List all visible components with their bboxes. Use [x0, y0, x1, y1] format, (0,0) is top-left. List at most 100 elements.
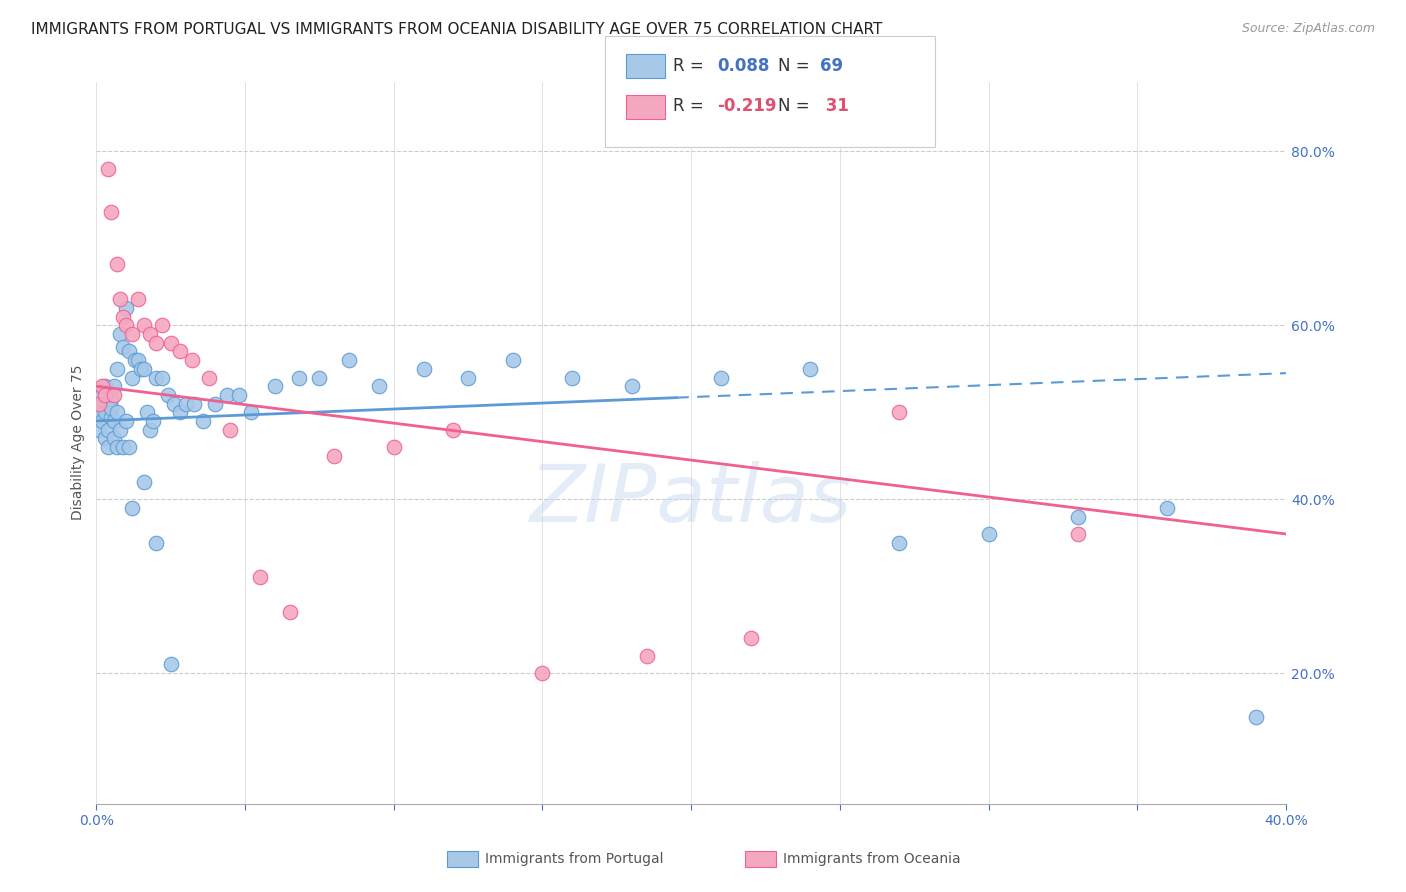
Point: [89, 423, 111, 437]
Point: [263, 379, 285, 393]
Point: [115, 414, 138, 428]
Point: [94, 379, 117, 393]
Point: [127, 353, 149, 368]
Text: ZIPatlas: ZIPatlas: [530, 461, 852, 540]
Point: [249, 570, 271, 584]
Point: [105, 405, 128, 419]
Text: 69: 69: [820, 57, 842, 75]
Point: [204, 396, 226, 410]
Point: [145, 335, 167, 350]
Text: R =: R =: [673, 97, 710, 115]
Point: [561, 370, 583, 384]
Point: [740, 632, 762, 646]
Point: [112, 440, 135, 454]
Point: [278, 605, 301, 619]
Point: [94, 431, 117, 445]
Point: [100, 205, 122, 219]
Point: [145, 370, 167, 384]
Point: [145, 535, 167, 549]
Point: [531, 666, 554, 681]
Point: [412, 361, 434, 376]
Point: [132, 475, 155, 489]
Text: N =: N =: [778, 57, 814, 75]
Point: [889, 405, 911, 419]
Point: [105, 361, 128, 376]
Point: [105, 440, 128, 454]
Point: [94, 405, 117, 419]
Point: [169, 344, 191, 359]
Point: [89, 405, 111, 419]
Point: [129, 361, 152, 376]
Point: [502, 353, 524, 368]
Text: 0.088: 0.088: [717, 57, 769, 75]
Point: [105, 258, 128, 272]
Point: [97, 396, 120, 410]
Point: [457, 370, 479, 384]
Point: [127, 292, 149, 306]
Point: [159, 657, 181, 672]
Point: [121, 370, 143, 384]
Point: [156, 388, 179, 402]
Point: [121, 326, 143, 341]
Point: [139, 326, 162, 341]
Point: [108, 292, 131, 306]
Point: [799, 361, 821, 376]
Point: [367, 379, 389, 393]
Point: [240, 405, 263, 419]
Point: [135, 405, 157, 419]
Point: [108, 326, 131, 341]
Point: [710, 370, 733, 384]
Point: [163, 396, 186, 410]
Point: [287, 370, 309, 384]
Text: R =: R =: [673, 57, 710, 75]
Point: [139, 423, 162, 437]
Point: [91, 396, 114, 410]
Point: [174, 396, 197, 410]
Point: [100, 392, 122, 407]
Point: [150, 370, 173, 384]
Point: [103, 379, 125, 393]
Point: [620, 379, 643, 393]
Point: [337, 353, 360, 368]
Point: [108, 423, 131, 437]
Point: [97, 440, 120, 454]
Point: [89, 396, 111, 410]
Point: [183, 396, 205, 410]
Point: [103, 414, 125, 428]
Point: [91, 414, 114, 428]
Point: [193, 414, 215, 428]
Point: [121, 500, 143, 515]
Text: IMMIGRANTS FROM PORTUGAL VS IMMIGRANTS FROM OCEANIA DISABILITY AGE OVER 75 CORRE: IMMIGRANTS FROM PORTUGAL VS IMMIGRANTS F…: [31, 22, 883, 37]
Point: [97, 161, 120, 176]
Point: [382, 440, 405, 454]
Point: [132, 318, 155, 333]
Point: [118, 344, 141, 359]
Point: [112, 340, 135, 354]
Point: [889, 535, 911, 549]
Point: [441, 423, 464, 437]
Point: [169, 405, 191, 419]
Point: [636, 648, 658, 663]
Point: [150, 318, 173, 333]
Point: [323, 449, 346, 463]
Point: [180, 353, 202, 368]
Point: [159, 335, 181, 350]
Point: [142, 414, 165, 428]
Text: Immigrants from Portugal: Immigrants from Portugal: [485, 852, 664, 866]
Point: [103, 431, 125, 445]
Point: [115, 301, 138, 315]
Point: [217, 388, 239, 402]
Text: Source: ZipAtlas.com: Source: ZipAtlas.com: [1241, 22, 1375, 36]
Point: [977, 527, 1000, 541]
Point: [1156, 500, 1178, 515]
Y-axis label: Disability Age Over 75: Disability Age Over 75: [72, 365, 86, 520]
Point: [219, 423, 242, 437]
Point: [1067, 509, 1090, 524]
Text: Immigrants from Oceania: Immigrants from Oceania: [783, 852, 960, 866]
Point: [198, 370, 221, 384]
Point: [100, 401, 122, 415]
Point: [94, 388, 117, 402]
Point: [308, 370, 330, 384]
Text: 31: 31: [820, 97, 849, 115]
Point: [91, 388, 114, 402]
